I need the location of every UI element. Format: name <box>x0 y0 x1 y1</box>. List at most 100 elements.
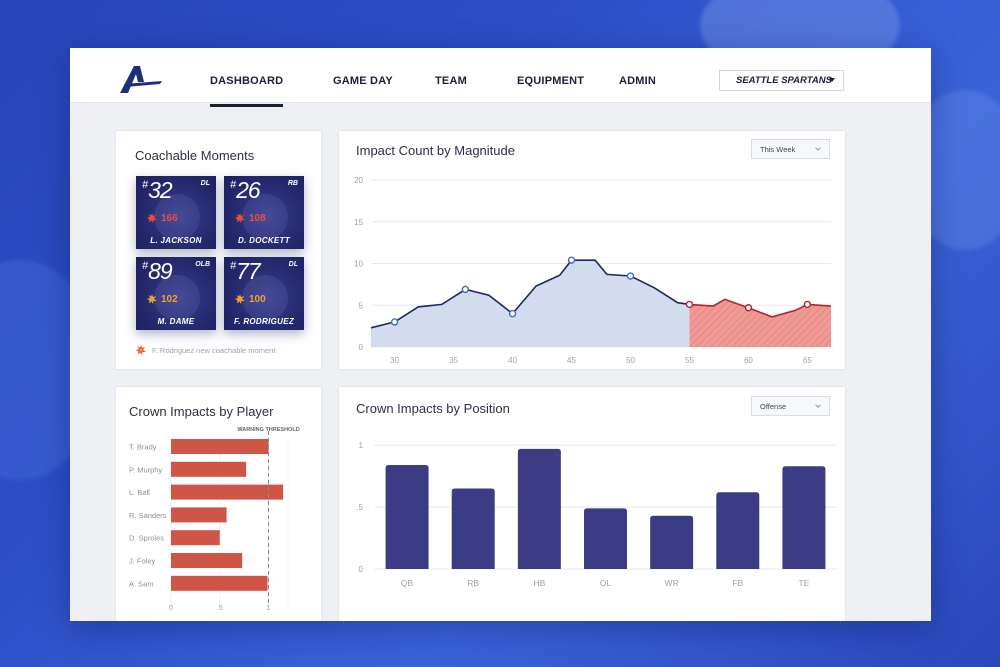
team-select[interactable]: SEATTLE SPARTANS <box>719 70 844 91</box>
team-select-value: SEATTLE SPARTANS <box>736 75 832 86</box>
helmet-image <box>154 194 200 240</box>
x-tick-label: 35 <box>449 356 458 365</box>
player-number: #89 <box>142 258 173 284</box>
nav-team[interactable]: TEAM <box>435 75 467 87</box>
x-tick-label: 40 <box>508 356 517 365</box>
player-impact-score: 166 <box>161 213 178 224</box>
y-tick-label: 20 <box>354 176 363 185</box>
player-number: #32 <box>142 177 173 203</box>
player-number: #26 <box>230 177 261 203</box>
helmet-image <box>154 275 200 321</box>
player-card[interactable]: #26 RB 108 D. DOCKETT <box>224 176 304 249</box>
player-impact-score: 108 <box>249 213 266 224</box>
player-position: DL <box>200 180 210 187</box>
impact-burst-icon <box>235 294 245 304</box>
nav-game-day[interactable]: GAME DAY <box>333 75 393 87</box>
y-tick-label: 15 <box>354 218 363 227</box>
data-point-marker <box>461 285 470 294</box>
x-tick-label: 60 <box>744 356 753 365</box>
bar <box>517 448 561 569</box>
series-line-normal <box>370 259 690 329</box>
bar <box>171 439 269 454</box>
player-card[interactable]: #77 DL 100 F. RODRIGUEZ <box>224 257 304 330</box>
player-number-value: 26 <box>236 177 261 203</box>
player-impact-score: 100 <box>249 294 266 305</box>
data-point-marker <box>803 300 812 309</box>
x-category-label: RB <box>467 578 479 588</box>
impact-count-chart: 0 5 10 15 20 30 35 40 45 50 55 60 65 <box>354 176 832 365</box>
card-title: Crown Impacts by Player <box>129 404 274 419</box>
data-point-marker <box>685 300 694 309</box>
y-tick-label: 0 <box>359 565 364 574</box>
alert-burst-icon <box>136 345 146 355</box>
y-category-label: A. Sam <box>129 579 154 588</box>
caret-down-icon <box>829 78 835 82</box>
helmet-image <box>242 194 288 240</box>
timeframe-dropdown[interactable]: This Week <box>751 139 830 159</box>
x-tick-label: 45 <box>567 356 576 365</box>
bar <box>171 507 227 523</box>
coachable-moments-card: Coachable Moments #32 DL 166 L. JACKSON #26 R… <box>115 130 322 370</box>
x-tick-label: 0 <box>169 603 173 612</box>
crown-impacts-by-position-chart: 0 .5 1 QB RB HB OL WR FB TE <box>356 441 837 588</box>
player-number-value: 89 <box>148 258 173 284</box>
coachable-note-text: F. Rodriguez new coachable moment <box>152 345 276 355</box>
player-number-value: 77 <box>236 258 261 284</box>
y-tick-label: 1 <box>359 441 364 450</box>
position-group-dropdown[interactable]: Offense <box>751 396 830 416</box>
area-high-range <box>689 299 831 347</box>
impact-burst-icon <box>147 294 157 304</box>
arrow-a-logo-icon[interactable] <box>116 62 166 96</box>
player-name: M. DAME <box>157 317 195 326</box>
coachable-note: F. Rodriguez new coachable moment <box>136 345 275 355</box>
x-category-label: TE <box>798 578 809 588</box>
y-category-label: L. Ball <box>129 488 150 497</box>
bar <box>171 553 243 568</box>
data-point-marker <box>626 272 635 280</box>
top-navigation-bar: DASHBOARD GAME DAY TEAM EQUIPMENT ADMIN … <box>70 48 931 107</box>
x-tick-label: .5 <box>217 603 223 612</box>
impact-burst-icon <box>235 213 245 223</box>
player-position: DL <box>288 261 298 268</box>
player-position: OLB <box>195 261 210 268</box>
impact-count-card: Impact Count by Magnitude This Week 0 5 10… <box>338 130 846 370</box>
bar <box>171 530 220 546</box>
y-category-label: J. Foley <box>129 557 156 566</box>
data-point-marker <box>390 318 399 326</box>
player-name: F. RODRIGUEZ <box>233 317 295 326</box>
x-tick-label: 50 <box>626 356 635 365</box>
x-tick-label: 1 <box>266 603 270 612</box>
bar <box>584 508 627 569</box>
area-normal-range <box>371 260 690 347</box>
x-tick-label: 30 <box>390 356 399 365</box>
nav-dashboard[interactable]: DASHBOARD <box>210 75 284 107</box>
y-category-label: D. Sproles <box>129 534 164 543</box>
nav-admin[interactable]: ADMIN <box>619 75 657 87</box>
x-tick-label: 55 <box>685 356 694 365</box>
bar <box>716 492 760 569</box>
x-tick-label: 65 <box>803 356 812 365</box>
player-position: RB <box>287 180 298 187</box>
crown-impacts-by-player-card: Crown Impacts by Player T. Brady P. Murph… <box>115 386 322 621</box>
player-card[interactable]: #89 OLB 102 M. DAME <box>136 257 216 330</box>
player-card[interactable]: #32 DL 166 L. JACKSON <box>136 176 216 249</box>
position-group-dropdown-value: Offense <box>760 401 787 411</box>
y-tick-label: 10 <box>354 260 363 269</box>
x-category-label: OL <box>600 578 612 588</box>
y-category-label: T. Brady <box>129 443 157 452</box>
bar <box>451 488 495 569</box>
y-tick-label: .5 <box>356 503 363 512</box>
player-name: L. JACKSON <box>150 236 202 245</box>
player-name: D. DOCKETT <box>238 236 290 245</box>
x-category-label: FB <box>732 578 743 588</box>
x-category-label: WR <box>665 578 679 588</box>
card-title: Coachable Moments <box>135 148 255 163</box>
player-number-value: 32 <box>148 177 173 203</box>
data-point-marker <box>744 304 753 312</box>
dashboard-window: DASHBOARD GAME DAY TEAM EQUIPMENT ADMIN … <box>70 48 931 621</box>
warning-threshold-label: WARNING THRESHOLD <box>237 427 299 433</box>
nav-equipment[interactable]: EQUIPMENT <box>517 75 585 87</box>
y-category-label: R. Sanders <box>129 511 167 520</box>
timeframe-dropdown-value: This Week <box>760 144 796 154</box>
helmet-image <box>242 275 288 321</box>
